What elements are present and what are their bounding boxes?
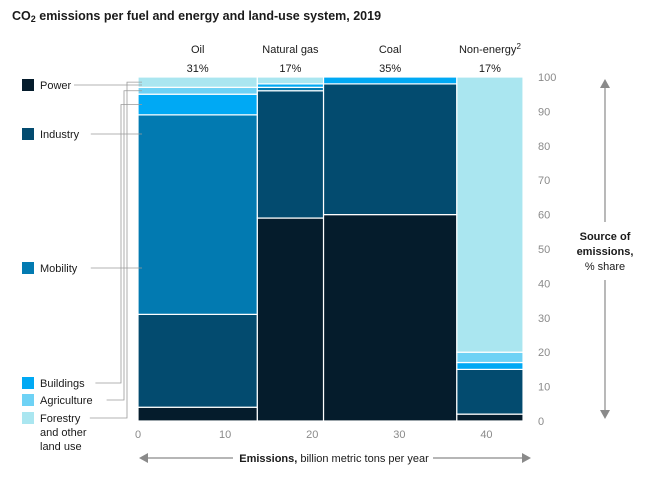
fuel-label-natural-gas: Natural gas [262, 44, 319, 56]
legend-label-power: Power [40, 80, 72, 92]
bar-coal-power [322, 214, 458, 422]
y-axis-arrow-up-head [600, 79, 610, 88]
bar-natural-gas-industry [256, 90, 325, 219]
bar-oil-industry [137, 313, 258, 408]
y-axis-arrow-down-head [600, 410, 610, 419]
legend-swatch-power [22, 79, 34, 91]
bar-non-energy-power [456, 413, 524, 422]
legend-label-forestry-and-other-land-use: land use [40, 441, 82, 453]
fuel-label-non-energy: Non-energy2 [459, 42, 521, 56]
legend-label-forestry-and-other-land-use: and other [40, 427, 87, 439]
bar-non-energy-buildings [456, 361, 524, 370]
x-axis-arrow-left-head [139, 453, 148, 463]
y-tick-label: 70 [538, 175, 550, 187]
x-tick-label: 30 [393, 429, 405, 441]
fuel-label-oil: Oil [191, 44, 204, 56]
y-tick-label: 20 [538, 347, 550, 359]
legend-label-mobility: Mobility [40, 263, 78, 275]
y-tick-label: 0 [538, 416, 544, 428]
bar-natural-gas-forestry-and-other-land-use [256, 76, 325, 85]
legend-leader-agriculture [106, 90, 142, 401]
fuel-share-non-energy: 17% [479, 63, 501, 75]
y-tick-label: 40 [538, 278, 550, 290]
y-axis-title: Source of [580, 231, 631, 243]
bar-natural-gas-power [256, 217, 325, 422]
y-tick-label: 100 [538, 72, 556, 84]
chart-title: CO2 emissions per fuel and energy and la… [12, 9, 382, 24]
fuel-share-oil: 31% [187, 63, 209, 75]
bar-coal-industry [322, 83, 458, 216]
x-tick-label: 0 [135, 429, 141, 441]
y-axis-title: emissions, [577, 246, 634, 258]
y-tick-label: 50 [538, 244, 550, 256]
y-axis-title: % share [585, 261, 625, 273]
bar-oil-agriculture [137, 86, 258, 95]
legend-swatch-mobility [22, 262, 34, 274]
y-tick-label: 30 [538, 313, 550, 325]
legend-label-industry: Industry [40, 129, 80, 141]
x-tick-label: 20 [306, 429, 318, 441]
fuel-share-natural-gas: 17% [279, 63, 301, 75]
bar-oil-mobility [137, 114, 258, 315]
bar-oil-buildings [137, 93, 258, 116]
bar-coal-buildings [322, 76, 458, 85]
bar-non-energy-industry [456, 368, 524, 415]
x-axis-arrow-right-head [522, 453, 531, 463]
bar-non-energy-agriculture [456, 351, 524, 364]
legend-swatch-agriculture [22, 394, 34, 406]
y-tick-label: 10 [538, 382, 550, 394]
y-tick-label: 90 [538, 106, 550, 118]
x-tick-label: 10 [219, 429, 231, 441]
legend-label-agriculture: Agriculture [40, 395, 93, 407]
legend-label-forestry-and-other-land-use: Forestry [40, 413, 81, 425]
legend-label-buildings: Buildings [40, 378, 85, 390]
legend-swatch-buildings [22, 377, 34, 389]
fuel-label-coal: Coal [379, 44, 402, 56]
legend-leader-forestry-and-other-land-use [89, 81, 142, 419]
fuel-share-coal: 35% [379, 63, 401, 75]
bar-oil-power [137, 406, 258, 422]
bar-non-energy-forestry-and-other-land-use [456, 76, 524, 353]
x-tick-label: 40 [480, 429, 492, 441]
bar-oil-forestry-and-other-land-use [137, 76, 258, 88]
legend-swatch-industry [22, 128, 34, 140]
legend-swatch-forestry-and-other-land-use [22, 412, 34, 424]
x-label-backdrop [233, 449, 433, 467]
x-axis-title: Emissions, billion metric tons per year [239, 453, 429, 465]
y-tick-label: 60 [538, 210, 550, 222]
y-label-backdrop [572, 222, 638, 280]
y-tick-label: 80 [538, 141, 550, 153]
legend-leader-buildings [95, 104, 142, 384]
